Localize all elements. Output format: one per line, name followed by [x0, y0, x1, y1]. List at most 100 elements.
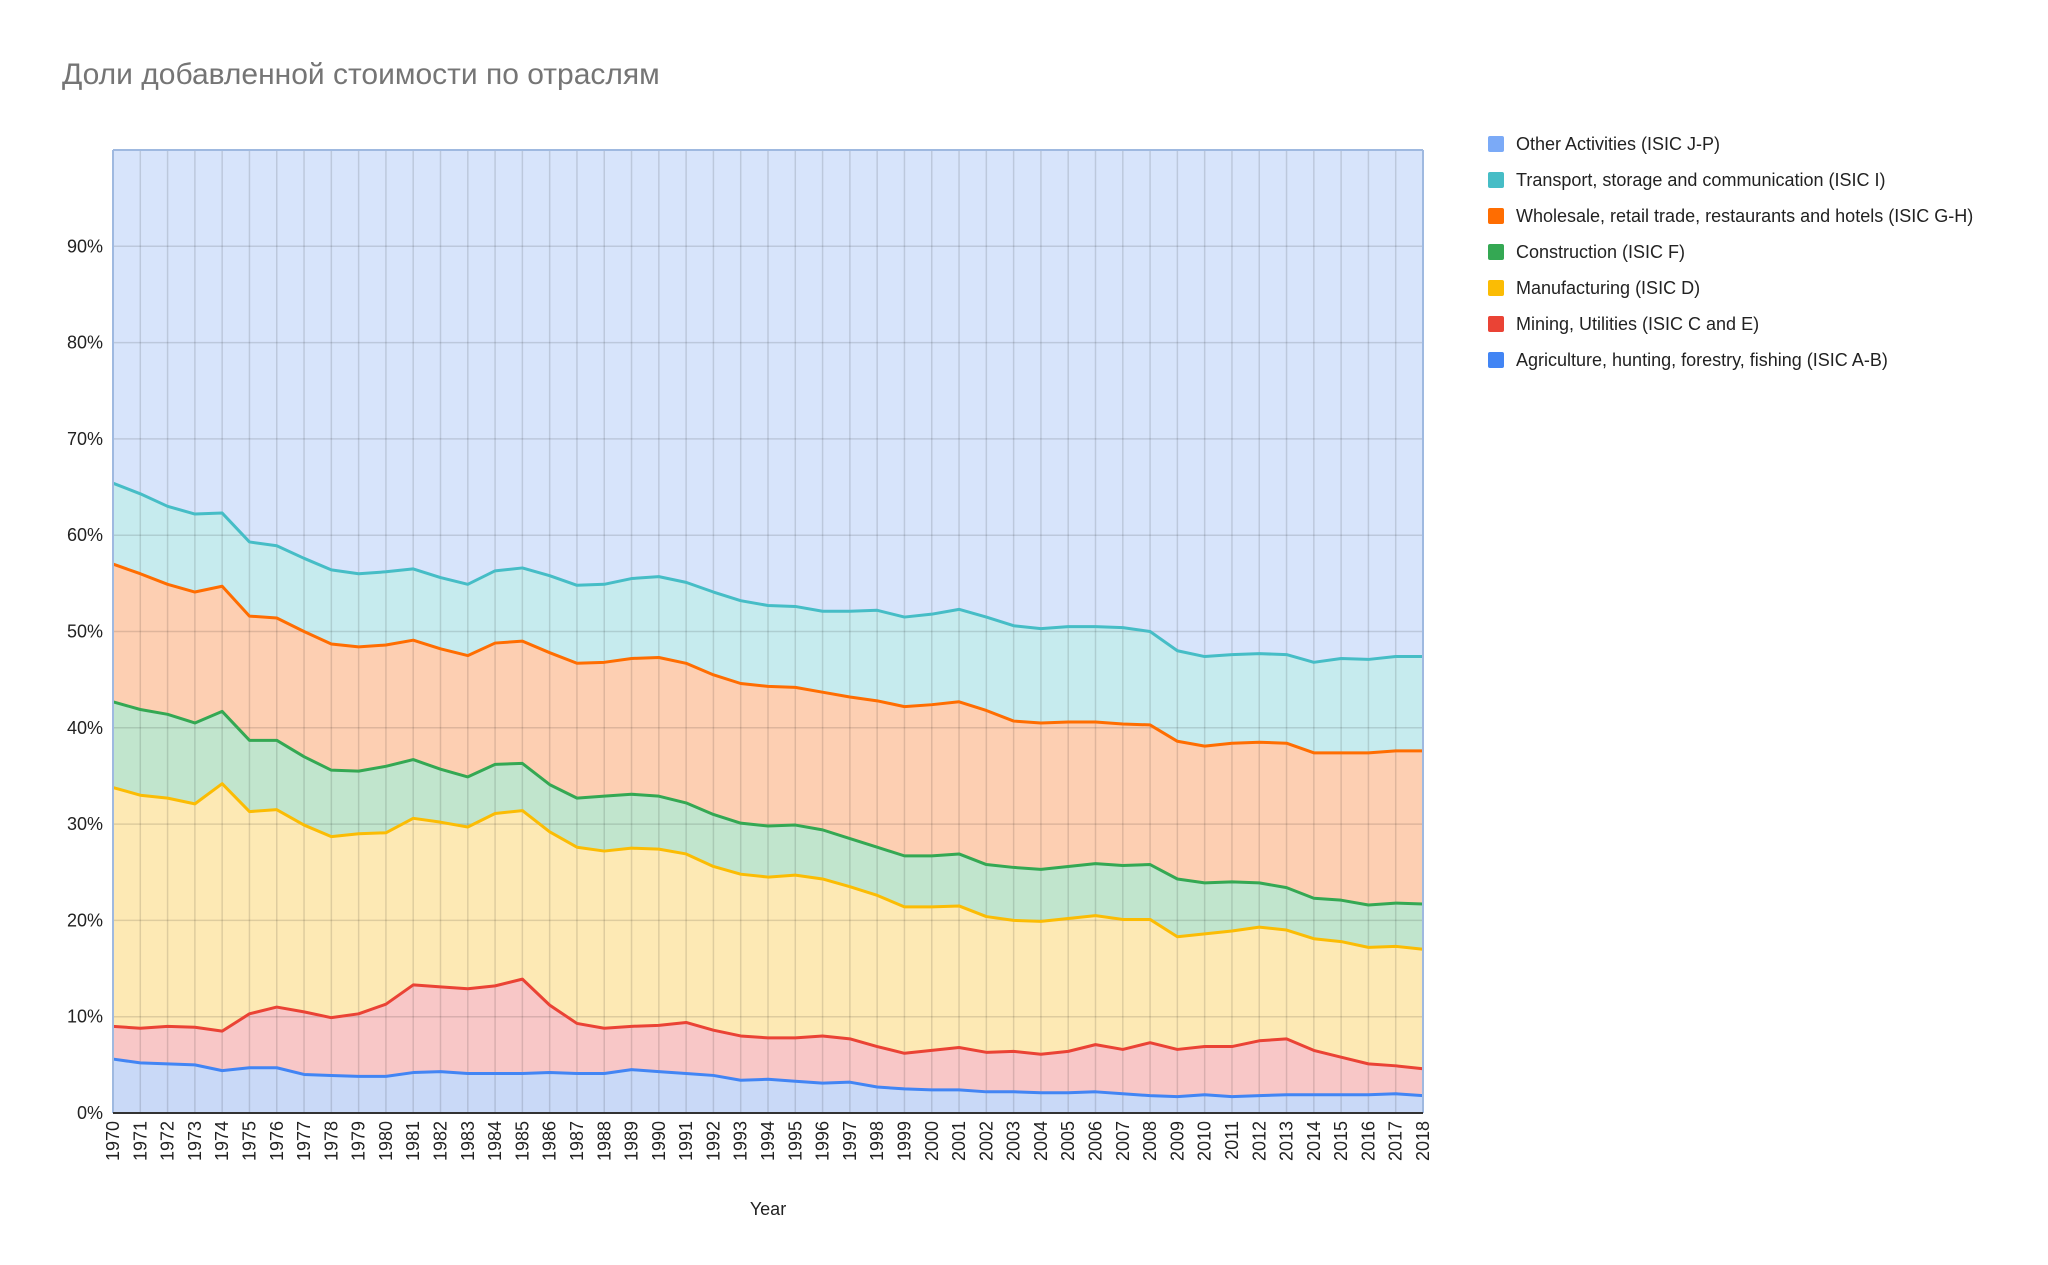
legend-item[interactable]: Wholesale, retail trade, restaurants and… [1488, 206, 2028, 226]
series-line-3 [112, 700, 1424, 907]
x-tick-label: 1974 [212, 1121, 232, 1161]
x-tick-label: 2005 [1058, 1121, 1078, 1161]
legend-swatch [1488, 136, 1504, 152]
series-line-4 [112, 562, 1423, 755]
x-tick-label: 1971 [130, 1121, 150, 1161]
chart-title: Доли добавленной стоимости по отраслям [62, 58, 660, 91]
x-tick-label: 1991 [676, 1121, 696, 1161]
x-tick-label: 1999 [894, 1121, 914, 1161]
legend-swatch [1488, 244, 1504, 260]
x-tick-label: 1979 [349, 1121, 369, 1161]
legend-item[interactable]: Other Activities (ISIC J-P) [1488, 134, 2028, 154]
legend-swatch [1488, 280, 1504, 296]
legend-swatch [1488, 352, 1504, 368]
x-tick-label: 2012 [1249, 1121, 1269, 1161]
x-tick-label: 1975 [239, 1121, 259, 1161]
y-tick-label: 50% [67, 622, 103, 642]
legend-item[interactable]: Construction (ISIC F) [1488, 242, 2028, 262]
x-tick-label: 1983 [458, 1121, 478, 1161]
x-tick-label: 2009 [1167, 1121, 1187, 1161]
x-tick-label: 1987 [567, 1121, 587, 1161]
x-tick-label: 1973 [185, 1121, 205, 1161]
x-tick-label: 2010 [1195, 1121, 1215, 1161]
legend-swatch [1488, 172, 1504, 188]
y-tick-label: 70% [67, 429, 103, 449]
area-band-1 [113, 979, 1423, 1097]
y-tick-label: 40% [67, 718, 103, 738]
legend-item[interactable]: Transport, storage and communication (IS… [1488, 170, 2028, 190]
series-line-2 [112, 782, 1424, 951]
series-lines [112, 481, 1424, 1099]
x-tick-label: 1990 [649, 1121, 669, 1161]
x-tick-label: 1980 [376, 1121, 396, 1161]
x-tick-label: 1982 [431, 1121, 451, 1161]
y-tick-label: 30% [67, 814, 103, 834]
x-tick-label: 2002 [976, 1121, 996, 1161]
y-tick-label: 0% [77, 1103, 103, 1123]
x-tick-label: 1994 [758, 1121, 778, 1161]
x-tick-label: 2016 [1358, 1121, 1378, 1161]
area-band-3 [113, 701, 1423, 950]
x-tick-label: 2018 [1413, 1121, 1433, 1161]
x-tick-label: 1995 [785, 1121, 805, 1161]
legend-label: Mining, Utilities (ISIC C and E) [1516, 314, 1760, 334]
legend-swatch [1488, 316, 1504, 332]
x-tick-label: 1986 [540, 1121, 560, 1161]
x-tick-label: 2013 [1277, 1121, 1297, 1161]
legend-item[interactable]: Manufacturing (ISIC D) [1488, 278, 2028, 298]
y-tick-label: 10% [67, 1007, 103, 1027]
series-line-1 [112, 977, 1424, 1071]
x-tick-label: 1984 [485, 1121, 505, 1161]
legend-label: Construction (ISIC F) [1516, 242, 1686, 262]
area-band-2 [113, 783, 1423, 1069]
legend: Other Activities (ISIC J-P) Transport, st… [1488, 134, 2028, 386]
legend-label: Agriculture, hunting, forestry, fishing … [1516, 350, 1888, 370]
series-line-0 [112, 1057, 1424, 1099]
x-tick-label: 1988 [594, 1121, 614, 1161]
x-tick-label: 1997 [840, 1121, 860, 1161]
x-tick-label: 2000 [922, 1121, 942, 1161]
x-tick-label: 2008 [1140, 1121, 1160, 1161]
legend-item[interactable]: Mining, Utilities (ISIC C and E) [1488, 314, 2028, 334]
x-tick-label: 2015 [1331, 1121, 1351, 1161]
legend-label: Other Activities (ISIC J-P) [1516, 134, 1721, 154]
x-tick-label: 2004 [1031, 1121, 1051, 1161]
x-tick-label: 1985 [512, 1121, 532, 1161]
x-tick-label: 2014 [1304, 1121, 1324, 1161]
y-tick-label: 80% [67, 333, 103, 353]
legend-label: Transport, storage and communication (IS… [1516, 170, 1886, 190]
x-tick-label: 1993 [731, 1121, 751, 1161]
gridlines [112, 150, 1424, 1113]
x-axis-ticks: 1970 1971 1972 1973 1974 1975 1976 1977 1978 1979… [103, 1121, 1433, 1161]
area-fills [113, 150, 1423, 1113]
y-axis-ticks: 0% 10% 20% 30% 40% 50% 60% 70% 80% 90% [67, 236, 103, 1123]
legend-swatch [1488, 208, 1504, 224]
x-tick-label: 1977 [294, 1121, 314, 1161]
y-tick-label: 20% [67, 910, 103, 930]
x-tick-label: 2006 [1086, 1121, 1106, 1161]
x-tick-label: 2011 [1222, 1121, 1242, 1160]
x-tick-label: 1972 [158, 1121, 178, 1161]
x-tick-label: 2017 [1386, 1121, 1406, 1161]
x-tick-label: 2001 [949, 1121, 969, 1161]
x-tick-label: 1996 [813, 1121, 833, 1161]
series-line-5 [112, 481, 1423, 664]
x-tick-label: 1970 [103, 1121, 123, 1161]
area-band-5 [113, 483, 1423, 753]
x-tick-label: 1992 [703, 1121, 723, 1161]
x-tick-label: 1976 [267, 1121, 287, 1161]
x-tick-label: 2003 [1004, 1121, 1024, 1161]
area-band-6 [113, 150, 1423, 663]
legend-label: Manufacturing (ISIC D) [1516, 278, 1701, 298]
x-axis-title: Year [750, 1199, 786, 1219]
x-tick-label: 1998 [867, 1121, 887, 1161]
x-tick-label: 1978 [321, 1121, 341, 1161]
y-tick-label: 60% [67, 525, 103, 545]
legend-label: Wholesale, retail trade, restaurants and… [1516, 206, 1974, 226]
plot-frame [112, 149, 1424, 1114]
legend-item[interactable]: Agriculture, hunting, forestry, fishing … [1488, 350, 2028, 370]
y-tick-label: 90% [67, 236, 103, 256]
x-tick-label: 1989 [622, 1121, 642, 1161]
